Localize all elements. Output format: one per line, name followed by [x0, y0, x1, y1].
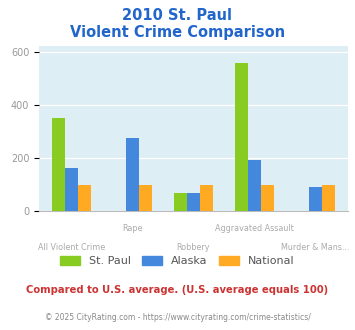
Text: Murder & Mans...: Murder & Mans...: [282, 243, 350, 251]
Text: Violent Crime Comparison: Violent Crime Comparison: [70, 25, 285, 40]
Text: Aggravated Assault: Aggravated Assault: [215, 224, 294, 233]
Bar: [174, 193, 187, 211]
Text: © 2025 CityRating.com - https://www.cityrating.com/crime-statistics/: © 2025 CityRating.com - https://www.city…: [45, 313, 310, 322]
Text: 2010 St. Paul: 2010 St. Paul: [122, 8, 233, 23]
Text: Rape: Rape: [122, 224, 143, 233]
Bar: [139, 184, 152, 211]
Bar: [248, 160, 261, 211]
Bar: [322, 184, 335, 211]
Bar: [65, 168, 78, 211]
Legend: St. Paul, Alaska, National: St. Paul, Alaska, National: [56, 251, 299, 271]
Text: All Violent Crime: All Violent Crime: [38, 243, 105, 251]
Bar: [187, 193, 200, 211]
Bar: [200, 184, 213, 211]
Bar: [78, 184, 91, 211]
Bar: [261, 184, 274, 211]
Bar: [52, 118, 65, 211]
Bar: [126, 138, 139, 211]
Text: Robbery: Robbery: [177, 243, 210, 251]
Bar: [235, 63, 248, 211]
Bar: [309, 187, 322, 211]
Text: Compared to U.S. average. (U.S. average equals 100): Compared to U.S. average. (U.S. average …: [26, 285, 329, 295]
